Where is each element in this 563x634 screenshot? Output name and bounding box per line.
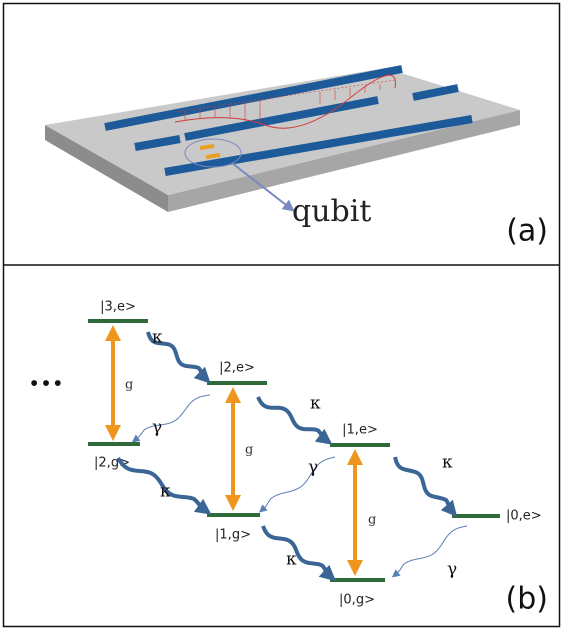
coupling-label: g <box>368 513 376 528</box>
decay-arrow <box>116 456 212 515</box>
state-label: |2,e> <box>219 361 255 376</box>
coupling-label: g <box>245 443 253 458</box>
decay-label: κ <box>152 328 163 348</box>
decay-label: κ <box>442 453 453 473</box>
panel-label: (a) <box>506 214 548 249</box>
chip <box>45 65 520 212</box>
state-label: |0,e> <box>506 509 542 524</box>
decay-arrow <box>393 456 458 518</box>
state-label: |1,e> <box>342 423 378 438</box>
emission-arrow <box>259 456 336 513</box>
emission-arrow <box>131 394 211 443</box>
emission-label: γ <box>308 458 318 478</box>
decay-label: κ <box>160 482 171 502</box>
state-label: |3,e> <box>100 300 136 315</box>
panel-label: (b) <box>506 582 548 617</box>
state-label: |1,g> <box>215 528 251 543</box>
coupling-label: g <box>125 378 133 393</box>
emission-label: γ <box>447 560 457 580</box>
qubit-annotation: qubit <box>292 194 371 229</box>
decay-arrow <box>256 396 333 445</box>
decay-arrow <box>261 525 337 582</box>
ellipsis: ••• <box>28 372 63 396</box>
emission-label: γ <box>152 418 162 438</box>
decay-arrow <box>146 331 211 384</box>
emission-arrow <box>391 525 468 578</box>
decay-label: κ <box>286 550 297 570</box>
state-label: |0,g> <box>339 593 375 608</box>
decay-label: κ <box>310 394 321 414</box>
